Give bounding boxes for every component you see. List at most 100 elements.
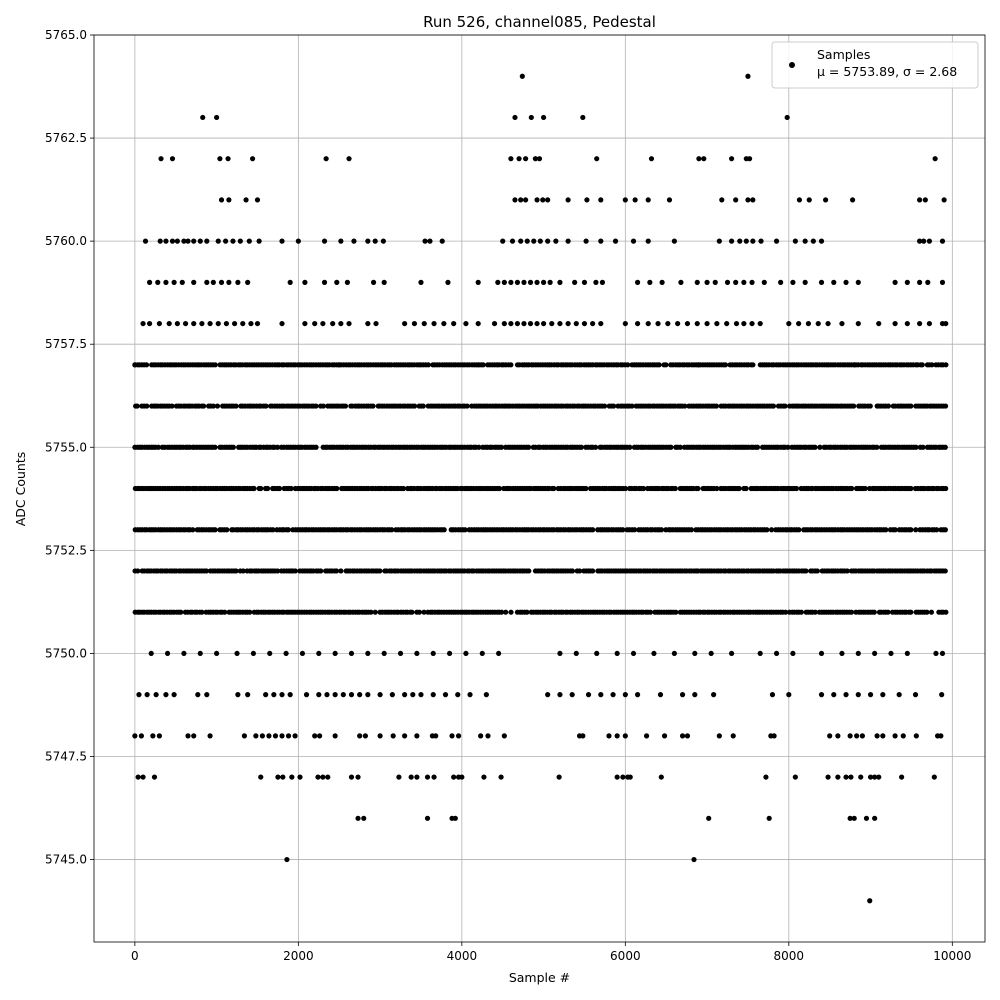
data-point	[818, 238, 825, 244]
data-point	[512, 114, 518, 121]
data-point	[534, 197, 540, 203]
data-point	[625, 362, 631, 368]
data-point	[692, 650, 698, 657]
data-point	[527, 320, 534, 327]
data-point	[899, 774, 905, 780]
data-point	[475, 320, 481, 327]
data-point	[657, 692, 664, 698]
data-point	[234, 650, 240, 657]
data-point	[171, 692, 177, 698]
data-point	[786, 692, 792, 698]
data-point	[862, 485, 868, 492]
data-point	[627, 774, 633, 780]
data-point	[455, 692, 461, 698]
data-point	[610, 692, 616, 698]
data-point	[817, 444, 823, 450]
data-point	[263, 692, 269, 698]
data-point	[919, 362, 925, 368]
data-point	[518, 238, 524, 244]
data-point	[514, 320, 521, 327]
data-point	[524, 609, 530, 615]
data-point	[199, 320, 205, 327]
data-point	[412, 403, 418, 409]
data-point	[622, 320, 628, 327]
legend-marker	[789, 62, 795, 68]
data-point	[768, 527, 775, 533]
data-point	[247, 609, 253, 615]
data-point	[754, 444, 761, 450]
data-point	[932, 156, 938, 162]
data-point	[743, 485, 749, 492]
data-point	[357, 733, 363, 739]
data-point	[381, 279, 387, 285]
data-point	[671, 650, 677, 657]
data-point	[764, 527, 770, 533]
data-point	[270, 527, 276, 533]
data-point	[688, 527, 694, 533]
data-point	[858, 774, 864, 780]
data-point	[843, 774, 849, 780]
data-point	[365, 320, 371, 327]
data-point	[763, 774, 769, 780]
data-point	[135, 568, 141, 574]
data-point	[917, 279, 923, 285]
data-point	[181, 238, 187, 244]
data-point	[421, 320, 427, 327]
data-point	[704, 320, 710, 327]
data-point	[320, 774, 326, 780]
data-point	[288, 485, 294, 492]
data-point	[284, 856, 290, 863]
data-point	[479, 650, 485, 657]
data-point	[904, 320, 910, 327]
data-point	[728, 156, 735, 162]
data-point	[302, 279, 308, 285]
data-point	[622, 485, 629, 492]
data-point	[573, 320, 579, 327]
data-point	[271, 692, 277, 698]
data-point	[223, 320, 230, 327]
data-point	[741, 320, 747, 327]
data-point	[627, 444, 633, 450]
data-point	[233, 568, 239, 574]
data-point	[414, 733, 420, 739]
data-point	[508, 156, 514, 162]
data-point	[381, 650, 387, 657]
data-point	[418, 279, 424, 285]
data-point	[677, 444, 683, 450]
data-point	[551, 485, 557, 492]
data-point	[491, 320, 498, 327]
data-point	[942, 527, 948, 533]
data-point	[701, 156, 707, 162]
data-point	[599, 279, 606, 285]
data-point	[197, 650, 203, 657]
data-point	[796, 320, 802, 327]
data-point	[908, 485, 914, 492]
data-point	[892, 279, 898, 285]
data-point	[248, 320, 254, 327]
data-point	[514, 279, 521, 285]
data-point	[943, 320, 949, 327]
data-point	[156, 320, 162, 327]
data-point	[659, 279, 665, 285]
plot-frame	[93, 34, 986, 943]
data-point	[143, 362, 150, 368]
data-point	[224, 527, 230, 533]
data-point	[741, 279, 747, 285]
data-point	[938, 733, 944, 739]
x-axis-label: Sample #	[509, 970, 570, 985]
data-point	[427, 238, 433, 244]
data-point	[324, 692, 330, 698]
data-point	[565, 238, 571, 244]
data-point	[528, 114, 534, 121]
y-tick-label: 5752.5	[45, 543, 87, 557]
data-point	[164, 650, 171, 657]
data-point	[498, 609, 505, 615]
data-point	[854, 733, 860, 739]
data-point	[508, 362, 514, 368]
data-point	[839, 320, 845, 327]
data-point	[757, 320, 763, 327]
data-point	[303, 692, 310, 698]
data-point	[333, 568, 340, 574]
data-point	[408, 774, 414, 780]
data-point	[519, 73, 525, 79]
